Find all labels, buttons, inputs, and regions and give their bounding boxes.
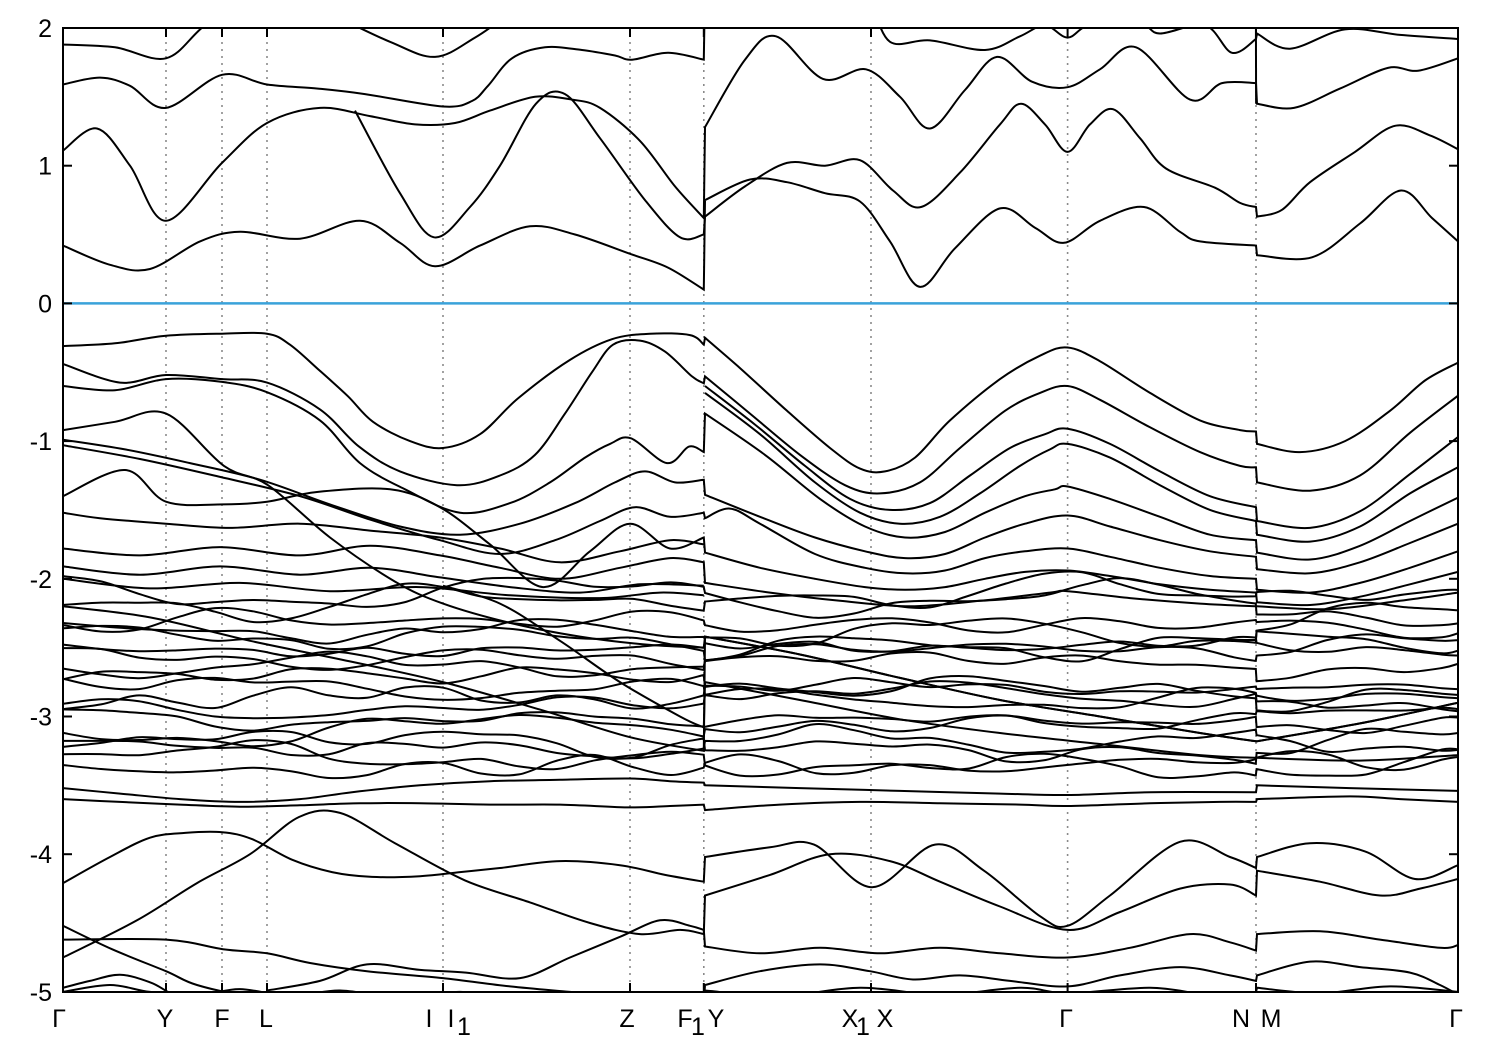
svg-text:1: 1: [457, 1013, 471, 1041]
svg-text:1: 1: [691, 1013, 705, 1041]
svg-text:Z: Z: [619, 1005, 634, 1033]
svg-text:2: 2: [38, 15, 52, 43]
svg-text:-3: -3: [30, 704, 52, 732]
svg-text:-4: -4: [30, 841, 52, 869]
svg-text:N: N: [1232, 1005, 1250, 1033]
svg-text:-5: -5: [30, 979, 52, 1007]
svg-text:Y: Y: [157, 1005, 174, 1033]
svg-text:F: F: [214, 1005, 229, 1033]
svg-text:X: X: [877, 1005, 894, 1033]
svg-text:X: X: [842, 1005, 859, 1033]
svg-text:Y: Y: [708, 1005, 725, 1033]
svg-text:-2: -2: [30, 566, 52, 594]
svg-text:Γ: Γ: [1059, 1005, 1073, 1033]
svg-text:0: 0: [38, 290, 52, 318]
svg-text:1: 1: [38, 153, 52, 181]
svg-text:I: I: [448, 1005, 455, 1033]
svg-text:M: M: [1261, 1005, 1282, 1033]
svg-text:L: L: [259, 1005, 273, 1033]
svg-text:Γ: Γ: [52, 1005, 66, 1033]
svg-text:1: 1: [856, 1013, 870, 1041]
svg-text:Γ: Γ: [1449, 1005, 1463, 1033]
svg-text:I: I: [426, 1005, 433, 1033]
svg-text:-1: -1: [30, 428, 52, 456]
svg-text:F: F: [677, 1005, 692, 1033]
